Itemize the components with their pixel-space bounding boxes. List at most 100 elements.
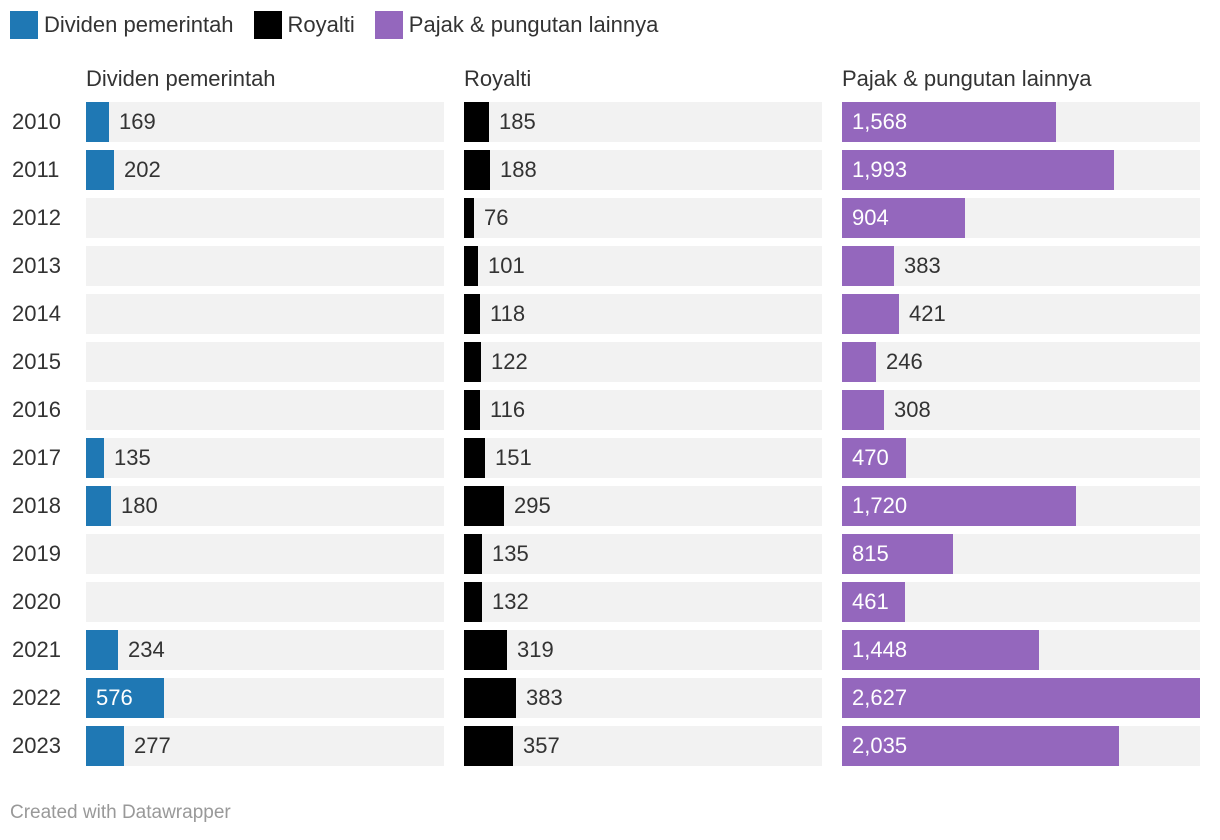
value-label-pajak-2022: 2,627 — [852, 685, 908, 710]
bar-royalti-2012 — [464, 198, 474, 238]
value-label-royalti-2022: 383 — [526, 685, 563, 710]
value-label-dividen-2021: 234 — [128, 637, 165, 662]
value-label-royalti-2018: 295 — [514, 493, 551, 518]
bar-pajak-2023 — [842, 726, 1119, 766]
value-label-pajak-2012: 904 — [852, 205, 889, 230]
legend-label-pajak: Pajak & pungutan lainnya — [408, 12, 659, 37]
value-label-dividen-2010: 169 — [119, 109, 156, 134]
bar-royalti-2021 — [464, 630, 507, 670]
value-label-pajak-2011: 1,993 — [852, 157, 908, 182]
bar-row-royalti-2022: 383 — [464, 678, 822, 718]
legend-item-pajak: Pajak & pungutan lainnya — [374, 11, 659, 39]
value-label-pajak-2015: 246 — [886, 349, 923, 374]
bar-dividen-2011 — [86, 150, 114, 190]
value-label-pajak-2010: 1,568 — [852, 109, 908, 134]
year-label-2022: 2022 — [12, 685, 61, 710]
bar-row-royalti-2011: 188 — [464, 150, 822, 190]
bar-royalti-2015 — [464, 342, 481, 382]
bar-dividen-2017 — [86, 438, 104, 478]
bar-royalti-2011 — [464, 150, 490, 190]
value-label-dividen-2011: 202 — [124, 157, 161, 182]
bar-row-royalti-2010: 185 — [464, 102, 822, 142]
value-label-pajak-2020: 461 — [852, 589, 889, 614]
value-label-dividen-2023: 277 — [134, 733, 171, 758]
bar-row-dividen-2011: 202 — [86, 150, 444, 190]
bar-row-pajak-2019: 815 — [842, 534, 1200, 574]
bar-row-royalti-2020: 132 — [464, 582, 822, 622]
year-label-2016: 2016 — [12, 397, 61, 422]
footer-credit: Created with Datawrapper — [10, 802, 231, 823]
bar-pajak-2015 — [842, 342, 876, 382]
bar-pajak-2011 — [842, 150, 1114, 190]
bar-row-royalti-2019: 135 — [464, 534, 822, 574]
bar-royalti-2014 — [464, 294, 480, 334]
legend-swatch-dividen — [10, 11, 38, 39]
bar-row-dividen-2014 — [86, 294, 444, 334]
year-label-2020: 2020 — [12, 589, 61, 614]
bar-row-pajak-2022: 2,627 — [842, 678, 1200, 718]
bar-row-pajak-2013: 383 — [842, 246, 1200, 286]
panel-title-dividen: Dividen pemerintah — [86, 66, 276, 91]
value-label-dividen-2017: 135 — [114, 445, 151, 470]
bar-row-dividen-2016 — [86, 390, 444, 430]
year-label-2021: 2021 — [12, 637, 61, 662]
bar-row-dividen-2015 — [86, 342, 444, 382]
value-label-royalti-2020: 132 — [492, 589, 529, 614]
bar-royalti-2013 — [464, 246, 478, 286]
year-label-2013: 2013 — [12, 253, 61, 278]
bar-row-dividen-2023: 277 — [86, 726, 444, 766]
year-label-2011: 2011 — [12, 157, 60, 182]
value-label-pajak-2019: 815 — [852, 541, 889, 566]
value-label-dividen-2018: 180 — [121, 493, 158, 518]
bar-royalti-2020 — [464, 582, 482, 622]
year-label-2019: 2019 — [12, 541, 61, 566]
value-label-pajak-2017: 470 — [852, 445, 889, 470]
legend-item-royalti: Royalti — [253, 11, 355, 39]
bar-pajak-2014 — [842, 294, 899, 334]
bar-row-royalti-2015: 122 — [464, 342, 822, 382]
legend-item-dividen: Dividen pemerintah — [10, 11, 234, 39]
bar-royalti-2019 — [464, 534, 482, 574]
bar-row-pajak-2016: 308 — [842, 390, 1200, 430]
value-label-pajak-2018: 1,720 — [852, 493, 908, 518]
legend-swatch-royalti — [253, 11, 282, 39]
year-label-2015: 2015 — [12, 349, 61, 374]
value-label-royalti-2019: 135 — [492, 541, 529, 566]
value-label-royalti-2012: 76 — [484, 205, 509, 230]
bar-row-pajak-2010: 1,568 — [842, 102, 1200, 142]
bar-row-royalti-2016: 116 — [464, 390, 822, 430]
bar-row-pajak-2014: 421 — [842, 294, 1200, 334]
value-label-royalti-2023: 357 — [523, 733, 560, 758]
year-label-2017: 2017 — [12, 445, 61, 470]
value-label-royalti-2017: 151 — [495, 445, 532, 470]
bar-row-dividen-2012 — [86, 198, 444, 238]
bar-royalti-2018 — [464, 486, 504, 526]
bar-pajak-2010 — [842, 102, 1056, 142]
value-label-pajak-2013: 383 — [904, 253, 941, 278]
bar-dividen-2021 — [86, 630, 118, 670]
bar-royalti-2017 — [464, 438, 485, 478]
bar-row-pajak-2015: 246 — [842, 342, 1200, 382]
bar-dividen-2018 — [86, 486, 111, 526]
value-label-pajak-2021: 1,448 — [852, 637, 908, 662]
bar-row-pajak-2021: 1,448 — [842, 630, 1200, 670]
bar-row-royalti-2023: 357 — [464, 726, 822, 766]
bar-royalti-2010 — [464, 102, 489, 142]
year-label-2018: 2018 — [12, 493, 61, 518]
bar-row-dividen-2019 — [86, 534, 444, 574]
year-label-2010: 2010 — [12, 109, 61, 134]
value-label-royalti-2014: 118 — [490, 301, 526, 326]
bar-pajak-2019 — [842, 534, 953, 574]
bar-row-royalti-2014: 118 — [464, 294, 822, 334]
bar-row-dividen-2022: 576 — [86, 678, 444, 718]
value-label-royalti-2010: 185 — [499, 109, 536, 134]
bar-row-dividen-2020 — [86, 582, 444, 622]
value-label-royalti-2011: 188 — [500, 157, 537, 182]
bar-row-pajak-2012: 904 — [842, 198, 1200, 238]
bar-row-dividen-2010: 169 — [86, 102, 444, 142]
bar-royalti-2022 — [464, 678, 516, 718]
bar-row-royalti-2021: 319 — [464, 630, 822, 670]
bar-row-royalti-2017: 151 — [464, 438, 822, 478]
value-label-pajak-2023: 2,035 — [852, 733, 908, 758]
bar-pajak-2020 — [842, 582, 905, 622]
